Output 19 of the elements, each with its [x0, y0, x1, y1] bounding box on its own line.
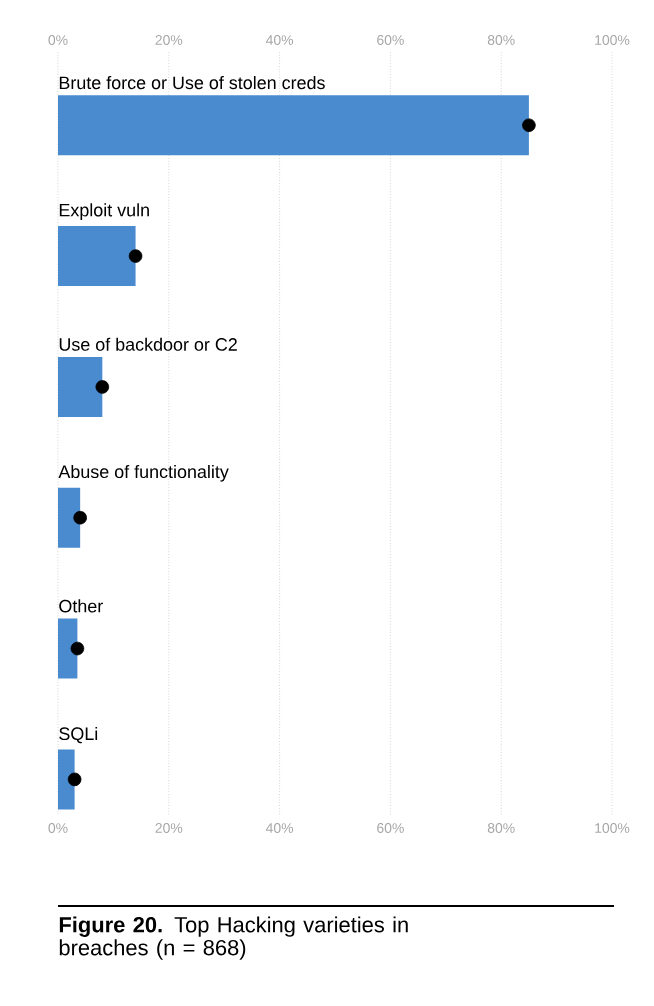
bar: [58, 95, 529, 156]
point: [67, 772, 82, 787]
point: [95, 380, 110, 394]
point: [73, 510, 87, 525]
bar: [58, 356, 103, 417]
y-tick-label: Brute force or Use of stolen creds: [59, 75, 325, 90]
y-tick-label: Exploit vuln: [59, 203, 149, 220]
bar: [58, 618, 78, 679]
point: [128, 249, 143, 263]
point: [522, 118, 536, 133]
bar: [58, 749, 75, 810]
bar: [58, 487, 81, 548]
text: Figure 20. Top Hacking varieties in breaches (n = 868): [59, 916, 408, 960]
point: [70, 641, 85, 656]
y-tick-label: Use of backdoor or C2: [59, 337, 237, 351]
y-tick-label: SQLi: [59, 726, 98, 744]
y-tick-label: Other: [59, 599, 103, 613]
y-tick-label: Abuse of functionality: [58, 464, 229, 482]
bar: [58, 226, 136, 287]
